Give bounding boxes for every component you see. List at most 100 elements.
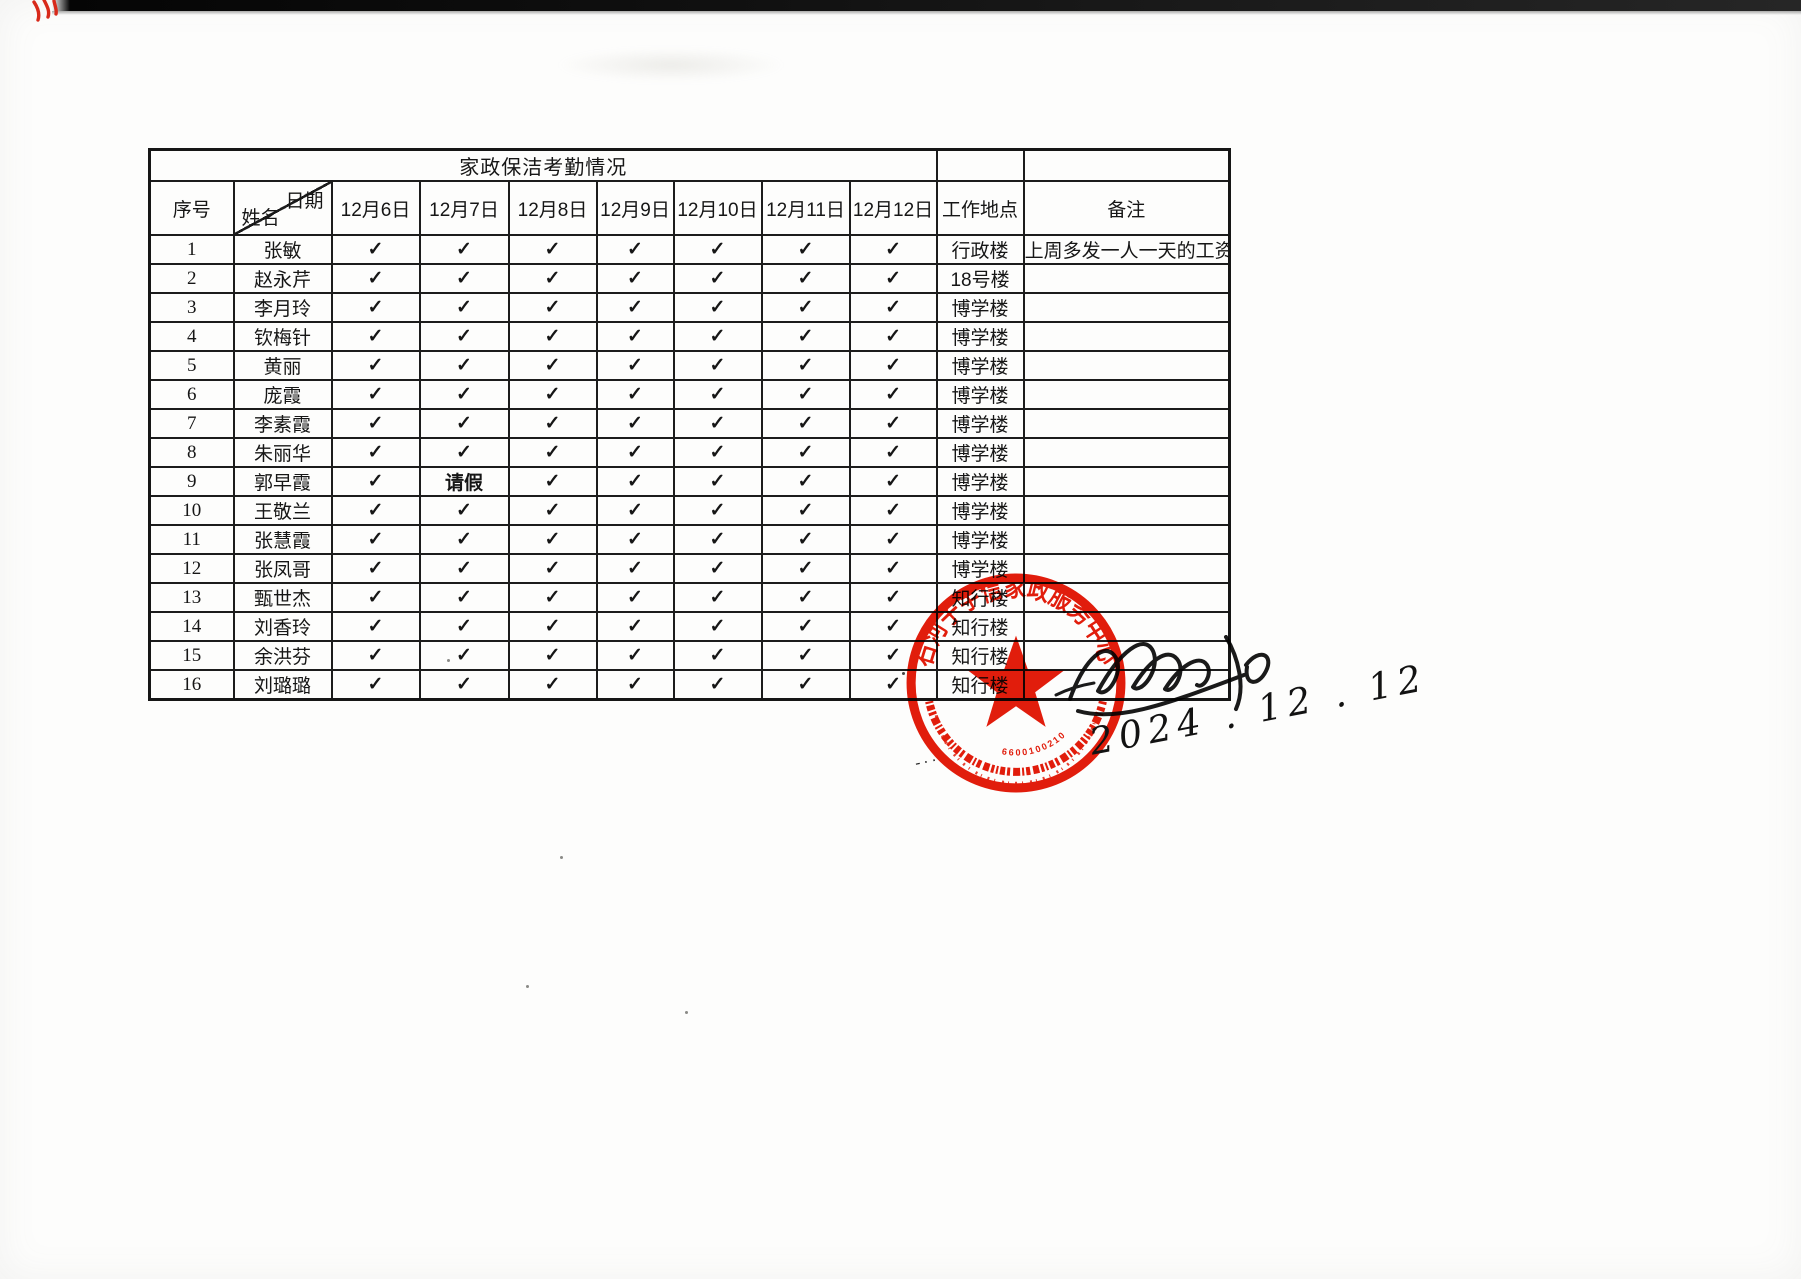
mark-cell: 请假 <box>418 466 510 497</box>
mark-cell: ✓ <box>595 669 675 701</box>
mark-cell: ✓ <box>330 611 421 642</box>
header-date: 12月6日 <box>330 180 421 236</box>
mark-cell: ✓ <box>507 408 598 439</box>
table-row: 12 张凤哥 ✓ ✓ ✓ ✓ ✓ ✓ ✓ 博学楼 <box>148 553 1231 584</box>
mark-cell: ✓ <box>507 350 598 381</box>
mark-cell: ✓ <box>760 379 851 410</box>
mark-cell: ✓ <box>848 582 938 613</box>
mark-cell: ✓ <box>672 669 763 701</box>
mark-cell: ✓ <box>848 350 938 381</box>
table-title: 家政保洁考勤情况 <box>148 148 938 182</box>
table-row: 14 刘香玲 ✓ ✓ ✓ ✓ ✓ ✓ ✓ 知行楼 <box>148 611 1231 642</box>
header-date-label: 日期 <box>285 191 324 212</box>
mark-cell: ✓ <box>760 437 851 468</box>
mark-cell: ✓ <box>595 379 675 410</box>
name-cell: 李月玲 <box>232 292 333 323</box>
mark-cell: ✓ <box>672 437 763 468</box>
mark-cell: ✓ <box>507 524 598 555</box>
mark-cell: ✓ <box>595 408 675 439</box>
mark-cell: ✓ <box>672 408 763 439</box>
header-remark: 备注 <box>1022 180 1231 236</box>
mark-cell: ✓ <box>507 640 598 671</box>
remark-cell <box>1022 466 1231 497</box>
mark-cell: ✓ <box>595 495 675 526</box>
row-index-cell: 10 <box>148 495 235 526</box>
remark-cell <box>1022 640 1231 671</box>
remark-cell <box>1022 379 1231 410</box>
table-row: 6 庞霞 ✓ ✓ ✓ ✓ ✓ ✓ ✓ 博学楼 <box>148 379 1231 410</box>
mark-cell: ✓ <box>848 466 938 497</box>
scan-edge-strip <box>0 0 1801 15</box>
table-row: 10 王敬兰 ✓ ✓ ✓ ✓ ✓ ✓ ✓ 博学楼 <box>148 495 1231 526</box>
mark-cell: ✓ <box>330 553 421 584</box>
location-cell: 知行楼 <box>935 611 1025 642</box>
mark-cell: ✓ <box>418 669 510 701</box>
remark-cell <box>1022 553 1231 584</box>
mark-cell: ✓ <box>595 611 675 642</box>
mark-cell: ✓ <box>595 350 675 381</box>
mark-cell: ✓ <box>507 292 598 323</box>
mark-cell: ✓ <box>418 234 510 265</box>
table-body: 家政保洁考勤情况 序号 日期 姓名 12月6日 12月7日 12月8日 12月9… <box>148 148 1231 701</box>
mark-cell: ✓ <box>507 379 598 410</box>
header-date: 12月7日 <box>418 180 510 236</box>
mark-cell: ✓ <box>672 582 763 613</box>
mark-cell: ✓ <box>760 611 851 642</box>
remark-cell <box>1022 263 1231 294</box>
row-index-cell: 6 <box>148 379 235 410</box>
name-cell: 甄世杰 <box>232 582 333 613</box>
row-index-cell: 4 <box>148 321 235 352</box>
mark-cell: ✓ <box>507 669 598 701</box>
header-date: 12月12日 <box>848 180 938 236</box>
name-cell: 张凤哥 <box>232 553 333 584</box>
mark-cell: ✓ <box>672 640 763 671</box>
row-index-cell: 2 <box>148 263 235 294</box>
table-row: 7 李素霞 ✓ ✓ ✓ ✓ ✓ ✓ ✓ 博学楼 <box>148 408 1231 439</box>
mark-cell: ✓ <box>672 466 763 497</box>
mark-cell: ✓ <box>507 437 598 468</box>
mark-cell: ✓ <box>507 495 598 526</box>
mark-cell: ✓ <box>330 669 421 701</box>
remark-cell <box>1022 350 1231 381</box>
header-diagonal-cell: 日期 姓名 <box>232 180 333 236</box>
location-cell: 博学楼 <box>935 321 1025 352</box>
mark-cell: ✓ <box>595 466 675 497</box>
mark-cell: ✓ <box>418 292 510 323</box>
mark-cell: ✓ <box>672 611 763 642</box>
mark-cell: ✓ <box>760 408 851 439</box>
name-cell: 王敬兰 <box>232 495 333 526</box>
row-index-cell: 14 <box>148 611 235 642</box>
mark-cell: ✓ <box>507 321 598 352</box>
mark-cell: ✓ <box>672 321 763 352</box>
mark-cell: ✓ <box>330 379 421 410</box>
mark-cell: ✓ <box>330 321 421 352</box>
mark-cell: ✓ <box>330 437 421 468</box>
mark-cell: ✓ <box>330 408 421 439</box>
mark-cell: ✓ <box>507 466 598 497</box>
table-row: 2 赵永芹 ✓ ✓ ✓ ✓ ✓ ✓ ✓ 18号楼 <box>148 263 1231 294</box>
mark-cell: ✓ <box>595 640 675 671</box>
location-cell: 博学楼 <box>935 292 1025 323</box>
name-cell: 黄丽 <box>232 350 333 381</box>
mark-cell: ✓ <box>507 611 598 642</box>
mark-cell: ✓ <box>330 640 421 671</box>
name-cell: 李素霞 <box>232 408 333 439</box>
mark-cell: ✓ <box>595 553 675 584</box>
mark-cell: ✓ <box>848 553 938 584</box>
stamp-outer-ring <box>906 573 1126 793</box>
header-location: 工作地点 <box>935 180 1025 236</box>
mark-cell: ✓ <box>760 524 851 555</box>
mark-cell: ✓ <box>848 408 938 439</box>
title-row-spacer-cell <box>1022 148 1231 182</box>
table-row: 3 李月玲 ✓ ✓ ✓ ✓ ✓ ✓ ✓ 博学楼 <box>148 292 1231 323</box>
name-cell: 刘璐璐 <box>232 669 333 701</box>
mark-cell: ✓ <box>330 292 421 323</box>
mark-cell: ✓ <box>418 524 510 555</box>
remark-cell <box>1022 495 1231 526</box>
row-index-cell: 1 <box>148 234 235 265</box>
mark-cell: ✓ <box>848 495 938 526</box>
mark-cell: ✓ <box>848 524 938 555</box>
location-cell: 18号楼 <box>935 263 1025 294</box>
attendance-table: 家政保洁考勤情况 序号 日期 姓名 12月6日 12月7日 12月8日 12月9… <box>148 148 1232 701</box>
header-name-label: 姓名 <box>241 208 280 229</box>
